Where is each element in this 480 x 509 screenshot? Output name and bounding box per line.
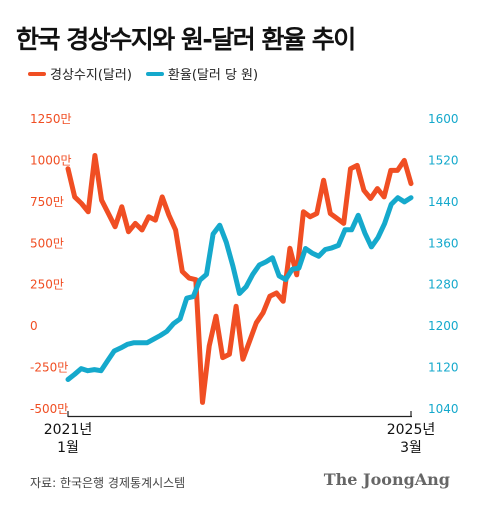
x-axis-label-month: 3월 [400,440,422,456]
left-axis-tick-label: -250만 [30,361,68,375]
right-axis-tick-label: 1120 [428,361,459,375]
left-axis-tick-label: 500만 [30,236,64,250]
left-axis-tick-label: 750만 [30,195,64,209]
legend-label-current-account: 경상수지(달러) [50,68,132,83]
right-axis-tick-label: 1200 [428,319,459,333]
left-axis-tick-label: 0 [30,319,38,333]
left-axis-tick-label: 1000만 [30,153,72,167]
brand-logo: The JoongAng [323,470,450,489]
right-axis-tick-label: 1520 [428,153,459,167]
left-axis-tick-label: 250만 [30,278,64,292]
series-line-exchange-rate [65,195,414,382]
legend-item-current-account: 경상수지(달러) [28,64,132,83]
legend-swatch-current-account [28,71,46,76]
left-axis-tick-label: 1250만 [30,112,72,126]
chart-title: 한국 경상수지와 원-달러 환율 추이 [16,25,356,54]
x-axis-label-month: 1월 [57,440,79,456]
chart-legend: 경상수지(달러) 환율(달러 당 원) [28,64,272,83]
x-axis-label-year: 2021년 [44,422,93,438]
right-axis-tick-label: 1280 [428,278,459,292]
right-axis-tick-label: 1360 [428,236,459,250]
source-note: 자료: 한국은행 경제통계시스템 [30,476,186,490]
legend-item-exchange-rate: 환율(달러 당 원) [145,64,259,83]
series-line-current-account [65,153,414,405]
right-axis-tick-label: 1040 [428,402,459,416]
legend-label-exchange-rate: 환율(달러 당 원) [167,68,259,83]
legend-swatch-exchange-rate [145,71,164,76]
right-axis-tick-label: 1600 [428,112,459,126]
left-axis-tick-label: -500만 [30,402,68,416]
x-axis-label-year: 2025년 [387,422,436,438]
right-axis-tick-label: 1440 [428,195,459,209]
